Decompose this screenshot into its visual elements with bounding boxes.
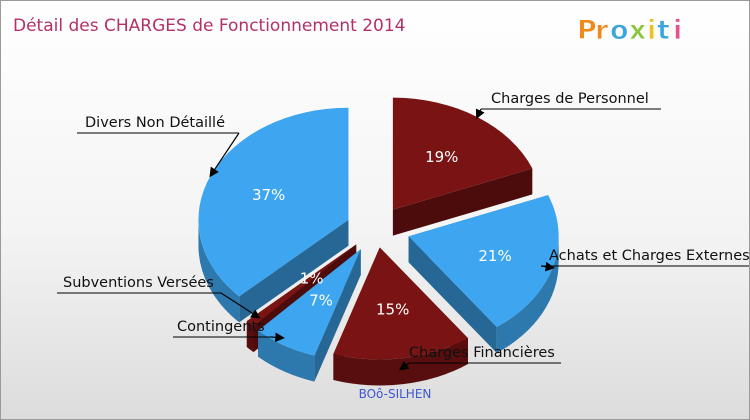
callout-arrow: [270, 332, 285, 343]
slice-label: Contingents: [177, 319, 265, 335]
pie-slice-top: [333, 247, 468, 360]
callout: Contingents: [173, 319, 285, 343]
pie-slice-top: [258, 249, 361, 356]
pie-slice-side: [198, 219, 240, 323]
pie-slice-top: [198, 107, 349, 297]
pie-slice-side: [496, 236, 559, 354]
logo-letter: o: [610, 15, 629, 46]
logo-letter: r: [595, 15, 609, 46]
logo-letter: P: [577, 15, 597, 46]
callout: Charges Financières: [398, 345, 561, 371]
pie-callouts: Charges de Personnel Achats et Charges Ex…: [57, 91, 749, 371]
pie-percent-label: 15%: [376, 300, 409, 318]
pie-slice-top: [246, 244, 357, 327]
pie-slice-top: [408, 195, 559, 328]
pie-percent-labels: 19% 21% 15% 7% 1% 37%: [252, 148, 512, 318]
callout-arrow: [540, 261, 556, 272]
pie-percent-label: 1%: [300, 270, 324, 288]
pie-slice: [198, 107, 349, 323]
proxiti-logo: Pr o x i t i: [577, 15, 683, 47]
pie-slices: [198, 97, 559, 386]
pie-slice: [333, 247, 468, 386]
pie-slice: [392, 97, 533, 236]
pie-percent-label: 21%: [478, 247, 511, 265]
callout: Divers Non Détaillé: [77, 115, 240, 178]
commune-name: BOô-SILHEN: [359, 387, 432, 401]
logo-letter: i: [647, 15, 656, 46]
callout-arrow: [209, 132, 240, 178]
logo-letter: t: [657, 15, 670, 46]
pie-slice-side: [258, 330, 315, 382]
chart-title: Détail des CHARGES de Fonctionnement 201…: [13, 16, 405, 36]
pie-percent-label: 7%: [309, 291, 333, 309]
slice-label: Charges de Personnel: [491, 91, 649, 107]
pie-slice-wall: [239, 219, 349, 323]
callout: Charges de Personnel: [475, 91, 661, 120]
pie-percent-label: 37%: [252, 186, 285, 204]
pie-slice: [408, 195, 559, 354]
pie-percent-label: 19%: [425, 148, 458, 166]
pie-slice-top: [392, 97, 533, 210]
callout-arrow: [398, 360, 410, 371]
callout-arrow: [220, 292, 261, 319]
slice-label: Subventions Versées: [63, 275, 214, 291]
callout-arrow: [475, 108, 485, 120]
callout: Achats et Charges Externes: [540, 248, 749, 272]
callout: Subventions Versées: [57, 275, 261, 319]
logo-letter: x: [629, 15, 646, 46]
slice-label: Charges Financières: [409, 345, 555, 361]
pie-slice-wall: [392, 168, 533, 236]
slice-label: Achats et Charges Externes: [549, 248, 749, 264]
slice-label: Divers Non Détaillé: [85, 115, 225, 131]
pie-slice-wall: [408, 236, 497, 354]
logo-letter: i: [673, 15, 682, 46]
pie-slice: [258, 249, 361, 382]
